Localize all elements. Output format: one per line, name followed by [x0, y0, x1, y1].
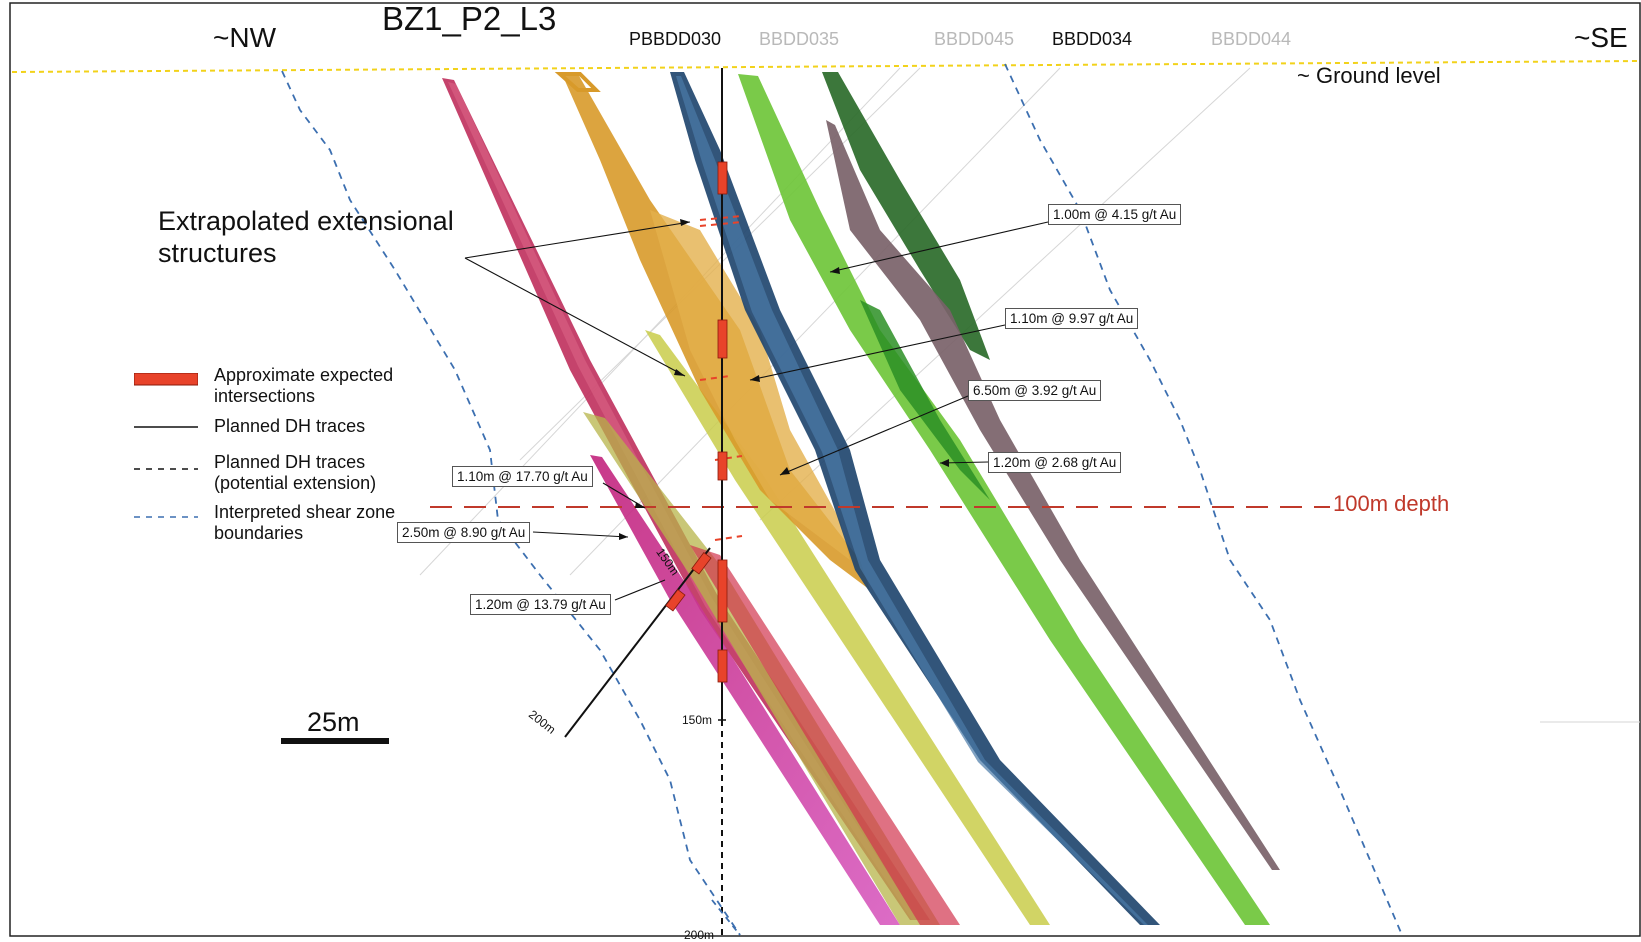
- drillhole-label-bbdd044: BBDD044: [1211, 29, 1292, 49]
- intercept-label: 6.50m @ 3.92 g/t Au: [968, 380, 1102, 401]
- callout-arrows: [464, 221, 1049, 601]
- intercept-label: 1.10m @ 9.97 g/t Au: [1005, 308, 1139, 329]
- intercept-label: 1.10m @ 17.70 g/t Au: [452, 466, 593, 487]
- intercept-label: 2.50m @ 8.90 g/t Au: [397, 522, 531, 543]
- lode-bodies: [442, 72, 1280, 925]
- trace-depth-label-200: 200m: [684, 928, 715, 942]
- lode-gold-outline: [554, 72, 601, 92]
- lode-green-dark-upper: [822, 72, 990, 360]
- lode-magenta: [590, 455, 900, 925]
- intersection-markers: [665, 161, 728, 683]
- intercept-label: 1.20m @ 2.68 g/t Au: [988, 452, 1122, 473]
- drillhole-label-bbdd034: BBDD034: [1052, 29, 1133, 49]
- drillhole-label-pbbdd030: PBBDD030: [629, 29, 722, 49]
- depth-100m-label: 100m depth: [1333, 491, 1450, 516]
- dh-trace-inclined: [564, 547, 711, 738]
- trace-depth-label-150: 150m: [682, 713, 713, 727]
- scale-label: 25m: [307, 707, 360, 737]
- legend-label: Planned DH traces (potential extension): [214, 452, 377, 493]
- lode-mauve: [826, 120, 1280, 870]
- ground-level-label: ~ Ground level: [1297, 63, 1441, 88]
- solid-line-symbol: [134, 426, 198, 428]
- drillhole-label-bbdd035: BBDD035: [759, 29, 840, 49]
- intercept-label: 1.00m @ 4.15 g/t Au: [1048, 204, 1182, 225]
- drillhole-label-bbdd045: BBDD045: [934, 29, 1015, 49]
- lode-red-band: [690, 545, 960, 925]
- legend-label: Interpreted shear zone boundaries: [214, 502, 396, 543]
- lode-gold-fill: [650, 210, 850, 560]
- direction-se-label: ~SE: [1574, 22, 1628, 53]
- black-dash-symbol: [134, 468, 198, 470]
- scale-bar: [281, 738, 389, 744]
- legend-label: Approximate expected intersections: [214, 365, 394, 406]
- dh-trace-tail: [711, 899, 741, 936]
- lode-blue: [670, 72, 1160, 925]
- red-bar-symbol: [134, 373, 198, 386]
- extrapolated-structures-label: Extrapolated extensional structures: [158, 206, 454, 268]
- lode-yellow: [645, 330, 1050, 925]
- lode-green-light: [738, 74, 1270, 925]
- intercept-label: 1.20m @ 13.79 g/t Au: [470, 594, 611, 615]
- extrapolated-structures: [699, 215, 743, 541]
- section-title: BZ1_P2_L3: [382, 0, 557, 37]
- direction-nw-label: ~NW: [213, 22, 276, 53]
- arrow-heads: [619, 219, 949, 540]
- blue-dash-symbol: [134, 516, 198, 518]
- lode-green-mid: [860, 300, 1000, 510]
- legend-label: Planned DH traces: [214, 416, 366, 436]
- figure-frame: [9, 2, 1641, 937]
- ground-level-line: [11, 60, 1641, 73]
